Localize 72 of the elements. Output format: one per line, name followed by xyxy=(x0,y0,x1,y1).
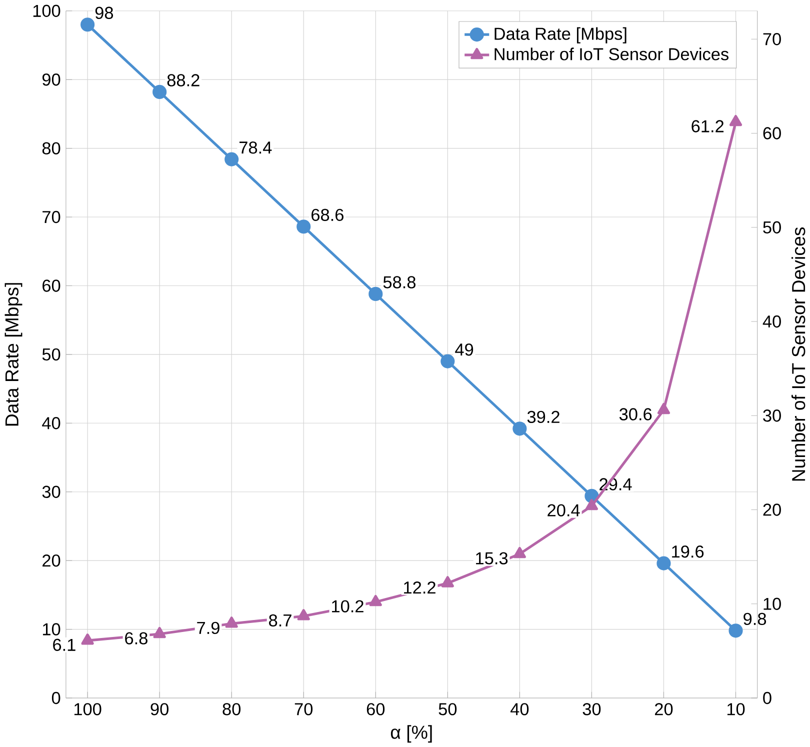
data-label: 19.6 xyxy=(672,545,704,558)
data-label: 10.2 xyxy=(332,600,364,612)
point xyxy=(728,623,743,638)
data-label: 15.3 xyxy=(476,552,508,564)
point xyxy=(512,421,527,436)
data-label: 88.2 xyxy=(167,74,200,86)
y-tick-label: 50 xyxy=(42,348,60,360)
y-tick-label: 40 xyxy=(42,416,60,430)
point xyxy=(296,219,311,234)
y2-tick-label: 70 xyxy=(763,32,781,46)
y2-tick-label: 60 xyxy=(763,126,781,140)
x-tick-label: 40 xyxy=(510,702,529,716)
data-label: 6.8 xyxy=(125,632,148,644)
y-tick-label: 60 xyxy=(42,279,60,292)
x-tick-label: 10 xyxy=(727,702,745,716)
data-label: 9.8 xyxy=(744,612,766,625)
data-label: 98 xyxy=(95,6,114,19)
point xyxy=(153,626,166,638)
y-tick-label: 30 xyxy=(42,486,60,498)
x-tick-label: 70 xyxy=(294,702,313,716)
y-tick-label: 10 xyxy=(42,623,60,636)
point xyxy=(440,354,455,368)
point xyxy=(152,84,167,99)
x-tick-label: 20 xyxy=(654,702,673,716)
data-label: 30.6 xyxy=(619,408,652,420)
data-label: 8.7 xyxy=(269,614,292,626)
y-tick-label: 70 xyxy=(42,210,60,223)
x-tick-label: 30 xyxy=(582,702,601,716)
data-label: 12.2 xyxy=(404,581,436,594)
y-tick-label: 20 xyxy=(42,554,60,566)
point xyxy=(80,17,95,32)
data-label: 49 xyxy=(455,343,474,356)
point xyxy=(369,594,382,606)
data-label: 58.8 xyxy=(383,276,416,288)
x-axis-title: α [%] xyxy=(390,724,432,742)
data-label: 20.4 xyxy=(548,504,580,516)
point xyxy=(368,286,383,301)
point xyxy=(585,498,598,510)
data-label: 7.9 xyxy=(197,622,220,634)
point xyxy=(656,556,671,570)
point xyxy=(657,402,670,414)
y-axis-title: Data Rate [Mbps] xyxy=(4,282,22,426)
point xyxy=(81,633,94,645)
point xyxy=(225,616,238,628)
data-label: 68.6 xyxy=(312,208,344,221)
y-tick-label: 0 xyxy=(52,692,60,704)
data-label: 78.4 xyxy=(240,141,272,154)
y2-tick-label: 30 xyxy=(763,409,781,422)
point xyxy=(297,608,310,620)
y2-tick-label: 10 xyxy=(764,598,781,610)
x-tick-label: 60 xyxy=(366,702,385,716)
x-tick-label: 100 xyxy=(74,702,102,716)
legend-label: Data Rate [Mbps] xyxy=(494,27,626,44)
point xyxy=(513,546,526,558)
legend-label: Number of IoT Sensor Devices xyxy=(494,47,728,60)
data-label: 61.2 xyxy=(692,120,724,132)
y-tick-label: 90 xyxy=(42,73,60,86)
y-tick-label: 80 xyxy=(42,142,60,154)
x-tick-label: 90 xyxy=(150,702,168,716)
y2-tick-label: 0 xyxy=(763,692,772,704)
point xyxy=(224,152,239,166)
y2-tick-label: 40 xyxy=(762,315,781,328)
y2-tick-label: 50 xyxy=(763,221,781,234)
y2-tick-label: 20 xyxy=(763,503,781,516)
point xyxy=(441,576,454,588)
point xyxy=(729,114,742,126)
y-tick-label: 100 xyxy=(33,4,60,17)
x-tick-label: 50 xyxy=(438,702,457,716)
data-label: 6.1 xyxy=(53,638,76,651)
data-label: 39.2 xyxy=(527,410,560,423)
x-tick-label: 80 xyxy=(222,702,241,716)
y2-axis-title: Number of IoT Sensor Devices xyxy=(791,227,806,480)
